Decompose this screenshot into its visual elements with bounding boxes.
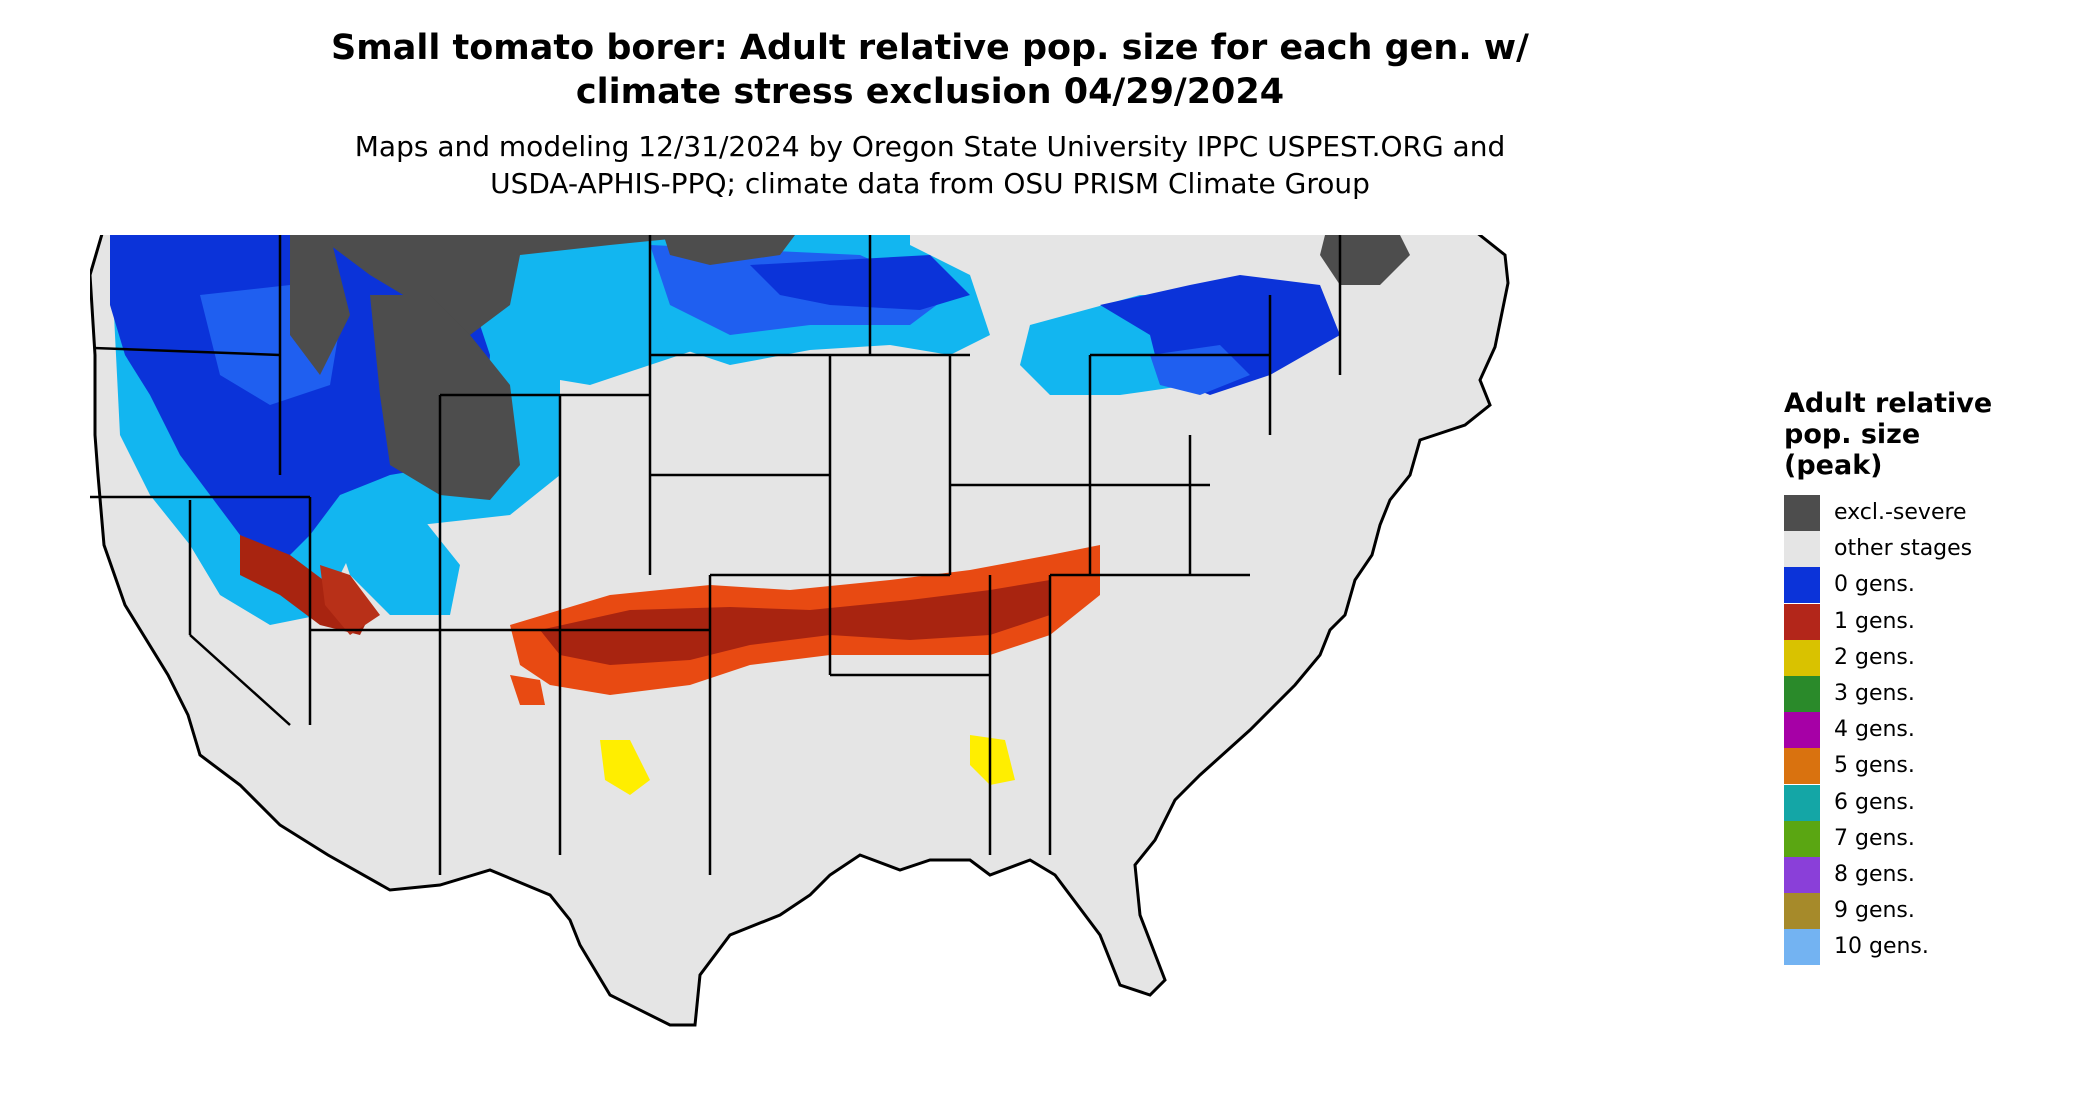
excluded-rockies xyxy=(370,295,520,500)
legend-swatch xyxy=(1784,856,1820,893)
coverage-layers xyxy=(90,235,1508,1025)
legend-row: 2 gens. xyxy=(1784,639,2084,676)
legend-swatch xyxy=(1784,748,1820,785)
state-borders xyxy=(90,235,1342,875)
legend-label: other stages xyxy=(1834,536,1973,562)
gen1-texas-tip xyxy=(510,675,545,705)
legend-row: 4 gens. xyxy=(1784,712,2084,749)
legend-items: excl.-severe other stages 0 gens. 1 gens. 2 … xyxy=(1784,495,2084,966)
excluded-northplains xyxy=(290,235,710,335)
legend-swatch xyxy=(1784,820,1820,857)
legend-swatch xyxy=(1784,567,1820,604)
legend-label: 0 gens. xyxy=(1834,572,1915,598)
legend-row: 1 gens. xyxy=(1784,603,2084,640)
legend-row: 8 gens. xyxy=(1784,856,2084,893)
legend-row: 3 gens. xyxy=(1784,676,2084,713)
excluded-maine xyxy=(1320,235,1410,285)
legend-label: 7 gens. xyxy=(1834,825,1915,851)
legend-label: 3 gens. xyxy=(1834,681,1915,707)
legend-row: 9 gens. xyxy=(1784,893,2084,930)
us-outline xyxy=(90,235,1510,1027)
gen0-dark-greatlakes xyxy=(750,255,970,310)
legend-swatch xyxy=(1784,929,1820,966)
us-map xyxy=(90,235,1510,1027)
legend-row: 5 gens. xyxy=(1784,748,2084,785)
legend-swatch xyxy=(1784,893,1820,930)
legend-swatch xyxy=(1784,603,1820,640)
legend-row: 0 gens. xyxy=(1784,567,2084,604)
legend-label: 4 gens. xyxy=(1834,717,1915,743)
legend-swatch xyxy=(1784,784,1820,821)
legend-title: Adult relative pop. size (peak) xyxy=(1784,388,1993,481)
legend-label: 2 gens. xyxy=(1834,644,1915,670)
gen1-arizona xyxy=(320,565,380,635)
legend-row: 7 gens. xyxy=(1784,820,2084,857)
map-title: Small tomato borer: Adult relative pop. … xyxy=(331,28,1529,112)
legend-label: 1 gens. xyxy=(1834,608,1915,634)
legend: Adult relative pop. size (peak) excl.-se… xyxy=(1784,388,2084,966)
legend-swatch xyxy=(1784,712,1820,749)
legend-swatch xyxy=(1784,495,1820,532)
legend-swatch xyxy=(1784,531,1820,568)
legend-label: 8 gens. xyxy=(1834,861,1915,887)
map-subtitle: Maps and modeling 12/31/2024 by Oregon S… xyxy=(354,130,1506,200)
legend-label: 6 gens. xyxy=(1834,789,1915,815)
legend-label: 10 gens. xyxy=(1834,934,1929,960)
legend-row: 10 gens. xyxy=(1784,929,2084,966)
legend-swatch xyxy=(1784,639,1820,676)
excluded-minnesota xyxy=(650,235,810,265)
gen2-south-texas xyxy=(600,740,650,795)
excluded-idaho xyxy=(290,235,350,375)
gen0-mid-northeast xyxy=(1150,345,1250,395)
legend-row: 6 gens. xyxy=(1784,784,2084,821)
gen2-south-florida xyxy=(970,735,1015,785)
legend-label: 5 gens. xyxy=(1834,753,1915,779)
legend-row: excl.-severe xyxy=(1784,495,2084,532)
gen0-light-southwest xyxy=(330,515,460,615)
legend-label: excl.-severe xyxy=(1834,500,1967,526)
gen1-dark-south xyxy=(540,580,1050,665)
legend-label: 9 gens. xyxy=(1834,898,1915,924)
legend-swatch xyxy=(1784,676,1820,713)
legend-row: other stages xyxy=(1784,531,2084,568)
